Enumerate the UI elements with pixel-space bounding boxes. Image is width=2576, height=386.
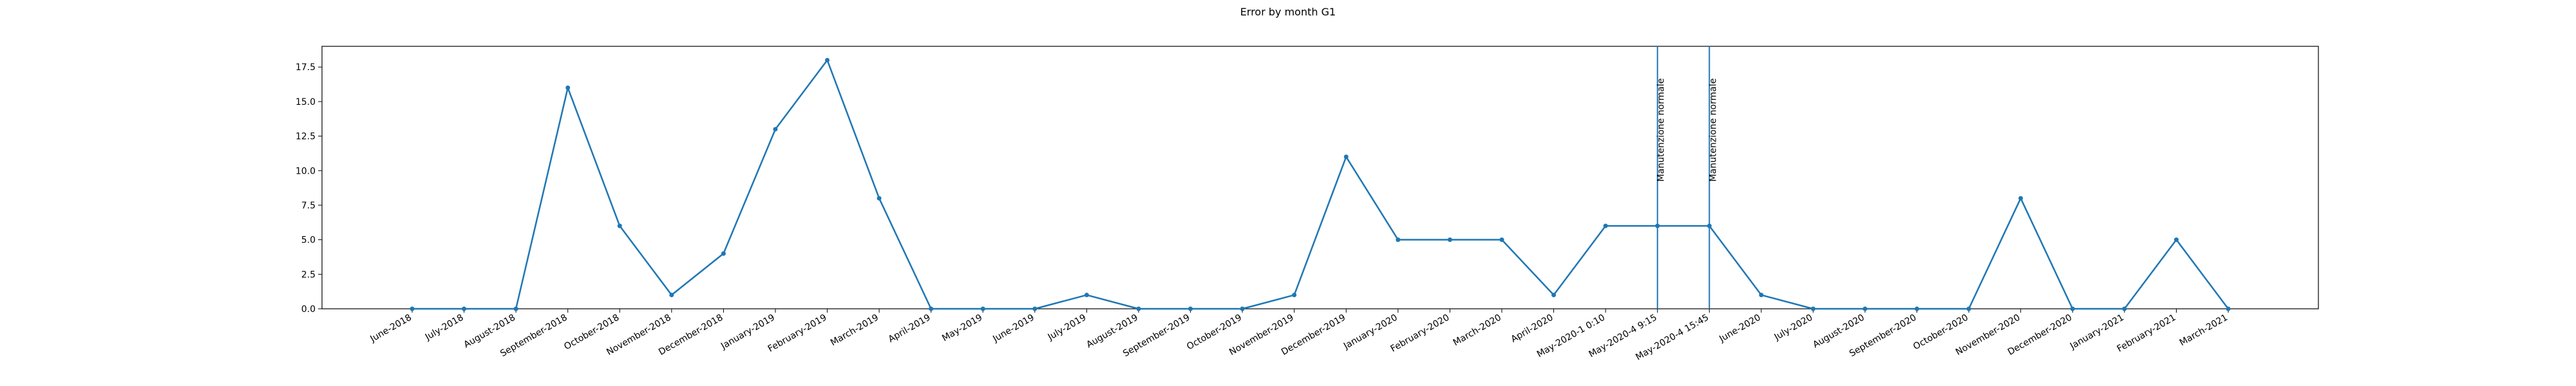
data-point	[929, 306, 934, 311]
data-point	[1551, 293, 1557, 298]
y-tick-label: 12.5	[296, 132, 316, 142]
y-tick-label: 5.0	[301, 235, 316, 246]
data-point	[410, 306, 415, 311]
data-point	[1188, 306, 1193, 311]
y-tick-label: 15.0	[296, 97, 316, 107]
annotation-label: Manutenzione normale	[1708, 78, 1718, 182]
data-point	[1966, 306, 1971, 311]
data-point	[2070, 306, 2075, 311]
data-point	[825, 57, 830, 62]
data-point	[2018, 196, 2023, 201]
data-point	[1136, 306, 1141, 311]
data-point	[1707, 223, 1712, 228]
data-point	[1862, 306, 1868, 311]
data-point	[1447, 237, 1452, 243]
data-point	[1810, 306, 1815, 311]
annotation-label: Manutenzione normale	[1656, 78, 1667, 182]
chart-title: Error by month G1	[1240, 6, 1336, 18]
data-point	[1292, 293, 1297, 298]
data-point	[2174, 237, 2179, 243]
data-point	[1396, 237, 1401, 243]
data-point	[1343, 154, 1349, 160]
axes-frame	[321, 46, 2319, 309]
data-point	[1603, 223, 1608, 228]
data-point	[1240, 306, 1245, 311]
series-line	[412, 59, 2229, 310]
data-point	[565, 85, 571, 90]
data-point	[462, 306, 467, 311]
data-point	[1655, 223, 1660, 228]
data-point	[2226, 306, 2231, 311]
data-point	[773, 127, 778, 132]
data-point	[669, 293, 674, 298]
data-point	[513, 306, 518, 311]
y-tick-label: 0.0	[301, 304, 316, 315]
data-point	[876, 196, 882, 201]
data-point	[1032, 306, 1037, 311]
data-point	[1915, 306, 1920, 311]
y-tick-label: 17.5	[296, 62, 316, 73]
data-point	[1499, 237, 1504, 243]
data-point	[1759, 293, 1764, 298]
y-tick-label: 7.5	[301, 201, 316, 211]
data-point	[1084, 293, 1089, 298]
data-point	[2122, 306, 2127, 311]
data-point	[617, 223, 622, 228]
data-point	[980, 306, 985, 311]
data-point	[721, 251, 726, 256]
y-tick-label: 2.5	[301, 270, 316, 280]
y-tick-label: 10.0	[296, 166, 316, 176]
